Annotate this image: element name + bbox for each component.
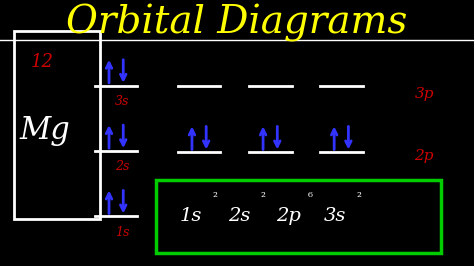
Text: Orbital Diagrams: Orbital Diagrams [66, 4, 408, 42]
Text: 12: 12 [31, 53, 54, 71]
Text: ²: ² [356, 191, 361, 204]
Text: 2s: 2s [115, 160, 129, 173]
Bar [156, 180, 441, 253]
Text: 2s: 2s [228, 207, 250, 225]
Text: 2p: 2p [414, 149, 434, 163]
Text: 1s: 1s [115, 226, 129, 239]
Text: ⁶: ⁶ [308, 191, 313, 204]
Text: ²: ² [212, 191, 218, 204]
Bar [14, 31, 100, 219]
Text: 1s: 1s [180, 207, 202, 225]
Text: 3p: 3p [414, 86, 434, 101]
Text: Mg: Mg [19, 115, 71, 146]
Text: ²: ² [260, 191, 265, 204]
Text: 3s: 3s [324, 207, 346, 225]
Text: 2p: 2p [276, 207, 301, 225]
Text: 3s: 3s [115, 95, 129, 108]
